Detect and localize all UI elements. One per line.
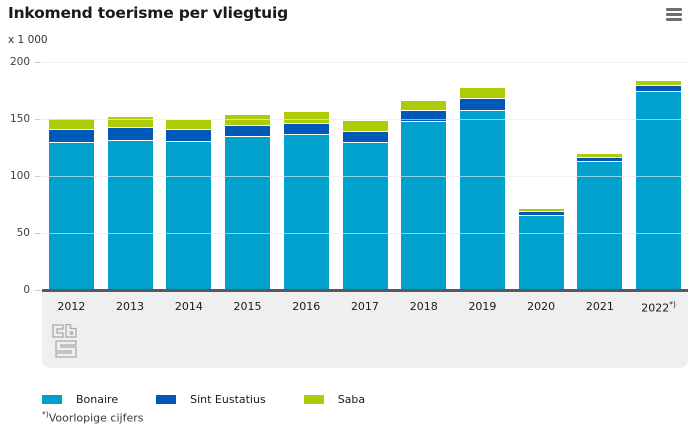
gridline-overlay [42,233,688,234]
legend-label: Bonaire [76,393,119,406]
hamburger-menu-icon[interactable] [666,8,682,21]
bar-segment-bonaire[interactable] [225,137,270,290]
footnote-marker: *) [42,410,49,419]
legend-item-bonaire[interactable]: Bonaire [42,393,118,406]
x-axis-line [42,289,688,292]
bar-segment-bonaire[interactable] [636,92,682,290]
x-tick-label: 2014 [174,300,203,313]
bar-segment-saba[interactable] [166,119,212,131]
y-tick-mark [35,233,41,234]
legend-item-sint-eustatius[interactable]: Sint Eustatius [156,393,266,406]
y-tick-mark [35,62,41,63]
bar-segment-bonaire[interactable] [48,142,94,290]
bar-segment-bonaire[interactable] [518,215,564,290]
bar-segment-saba[interactable] [225,115,270,127]
unit-label: x 1 000 [8,34,48,46]
plot-area [42,62,688,290]
y-tick-label: 100 [9,169,30,182]
x-tick-label: 2021 [585,300,614,313]
gridline-overlay [42,62,688,63]
bar-segment-bonaire[interactable] [460,110,505,290]
bar-segment-saba[interactable] [460,87,505,99]
bar-segment-saba[interactable] [401,100,447,111]
y-tick-mark [35,176,41,177]
bar-segment-sint-eustatius[interactable] [166,130,212,143]
bar-segment-bonaire[interactable] [166,142,212,290]
bar-segment-saba[interactable] [283,112,329,124]
hamburger-bar [666,13,682,16]
bar-segment-sint-eustatius[interactable] [577,158,623,163]
x-tick-label: 2015 [233,300,262,313]
bar-segment-sint-eustatius[interactable] [225,126,270,138]
bar-segment-saba[interactable] [342,121,388,132]
legend-swatch [303,395,324,404]
bar-segment-sint-eustatius[interactable] [401,111,447,123]
x-axis-band: 2012 2013 2014 2015 2016 2017 2018 2019 2020 2021… [42,292,688,368]
bar-segment-bonaire[interactable] [107,140,153,290]
x-tick-label: 2013 [116,300,145,313]
x-tick-label: 2020 [527,300,556,313]
x-tick-label: 2016 [292,300,321,313]
legend-item-saba[interactable]: Saba [303,393,366,406]
bar-segment-sint-eustatius[interactable] [518,211,564,216]
gridline-overlay [42,176,688,177]
bar-segment-saba[interactable] [107,116,153,129]
provisional-marker: *) [669,300,676,309]
bar-segment-bonaire[interactable] [401,122,447,290]
bar-segment-bonaire[interactable] [342,142,388,290]
legend: Bonaire Sint Eustatius Saba [42,393,403,406]
bar-segment-saba[interactable] [48,119,94,131]
y-tick-mark [35,290,41,291]
bar-segment-sint-eustatius[interactable] [636,85,682,93]
x-tick-label: 2019 [468,300,497,313]
x-tick-label: 2022*) [641,300,676,315]
hamburger-bar [666,8,682,11]
bar-segment-bonaire[interactable] [577,162,623,290]
footnote-text: Voorlopige cijfers [48,411,144,425]
x-tick-label: 2012 [57,300,86,313]
x-tick-label: 2017 [350,300,379,313]
y-tick-mark [35,119,41,120]
bar-segment-saba[interactable] [518,208,564,212]
hamburger-bar [666,18,682,21]
legend-swatch [156,395,177,404]
bar-segment-saba[interactable] [636,81,682,86]
bar-segment-saba[interactable] [577,154,623,159]
y-tick-label: 200 [9,55,30,68]
y-tick-label: 50 [16,226,30,239]
bar-segment-sint-eustatius[interactable] [48,130,94,143]
legend-label: Saba [337,393,366,406]
footnote: *)Voorlopige cijfers [42,410,143,425]
chart-title: Inkomend toerisme per vliegtuig [8,4,288,22]
x-tick-label: 2018 [409,300,438,313]
bar-segment-sint-eustatius[interactable] [107,128,153,141]
bar-segment-sint-eustatius[interactable] [460,98,505,111]
bar-segment-bonaire[interactable] [283,135,329,290]
bar-segment-sint-eustatius[interactable] [342,131,388,143]
bar-segment-sint-eustatius[interactable] [283,123,329,135]
gridline-overlay [42,119,688,120]
y-tick-label: 0 [23,283,30,296]
legend-label: Sint Eustatius [190,393,266,406]
cbs-logo [52,324,77,358]
legend-swatch [42,395,62,404]
y-tick-label: 150 [9,112,30,125]
